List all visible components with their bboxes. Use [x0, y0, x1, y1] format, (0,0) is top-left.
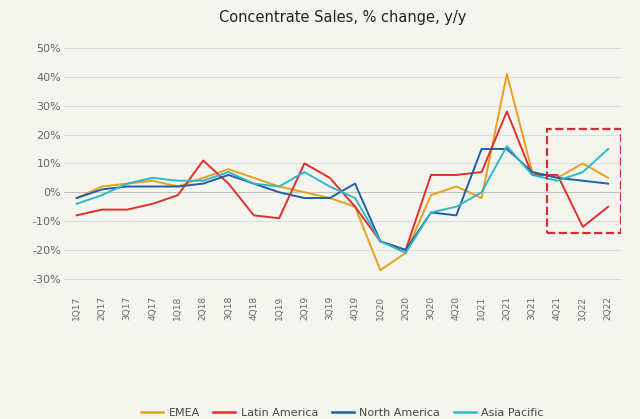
- Asia Pacific: [402, 251, 410, 256]
- North America: [98, 187, 106, 192]
- EMEA: [427, 193, 435, 198]
- Latin America: [301, 161, 308, 166]
- EMEA: [124, 181, 131, 186]
- North America: [503, 147, 511, 152]
- EMEA: [376, 268, 384, 273]
- Line: Latin America: Latin America: [77, 111, 608, 250]
- Latin America: [503, 109, 511, 114]
- Asia Pacific: [477, 190, 486, 195]
- Asia Pacific: [579, 170, 587, 175]
- EMEA: [503, 71, 511, 76]
- EMEA: [452, 184, 460, 189]
- Asia Pacific: [200, 178, 207, 183]
- North America: [529, 170, 536, 175]
- Asia Pacific: [452, 204, 460, 209]
- Bar: [547, 129, 621, 233]
- Asia Pacific: [326, 184, 333, 189]
- Line: Asia Pacific: Asia Pacific: [77, 146, 608, 253]
- EMEA: [200, 175, 207, 180]
- EMEA: [477, 196, 486, 201]
- EMEA: [148, 178, 156, 183]
- Latin America: [554, 173, 561, 178]
- Latin America: [225, 181, 232, 186]
- North America: [604, 181, 612, 186]
- EMEA: [225, 167, 232, 172]
- Latin America: [73, 213, 81, 218]
- Asia Pacific: [148, 175, 156, 180]
- North America: [477, 147, 486, 152]
- EMEA: [604, 175, 612, 180]
- EMEA: [529, 170, 536, 175]
- Asia Pacific: [225, 170, 232, 175]
- North America: [301, 196, 308, 201]
- EMEA: [250, 175, 258, 180]
- Asia Pacific: [604, 147, 612, 152]
- Line: North America: North America: [77, 149, 608, 250]
- North America: [554, 175, 561, 180]
- North America: [250, 181, 258, 186]
- North America: [452, 213, 460, 218]
- Asia Pacific: [351, 196, 359, 201]
- North America: [225, 173, 232, 178]
- EMEA: [402, 251, 410, 256]
- North America: [148, 184, 156, 189]
- Legend: EMEA, Latin America, North America, Asia Pacific: EMEA, Latin America, North America, Asia…: [136, 404, 548, 419]
- Line: EMEA: EMEA: [77, 74, 608, 270]
- Latin America: [579, 225, 587, 230]
- Latin America: [200, 158, 207, 163]
- Asia Pacific: [301, 170, 308, 175]
- Latin America: [148, 201, 156, 206]
- EMEA: [351, 204, 359, 209]
- EMEA: [275, 184, 283, 189]
- EMEA: [301, 190, 308, 195]
- North America: [200, 181, 207, 186]
- North America: [326, 196, 333, 201]
- Latin America: [529, 173, 536, 178]
- North America: [402, 248, 410, 253]
- EMEA: [579, 161, 587, 166]
- Latin America: [275, 216, 283, 221]
- North America: [124, 184, 131, 189]
- EMEA: [326, 196, 333, 201]
- Asia Pacific: [98, 193, 106, 198]
- Asia Pacific: [529, 173, 536, 178]
- EMEA: [554, 175, 561, 180]
- Latin America: [452, 173, 460, 178]
- Asia Pacific: [554, 178, 561, 183]
- Asia Pacific: [275, 184, 283, 189]
- Latin America: [351, 204, 359, 209]
- Asia Pacific: [73, 201, 81, 206]
- Asia Pacific: [376, 239, 384, 244]
- EMEA: [98, 184, 106, 189]
- Latin America: [326, 175, 333, 180]
- EMEA: [174, 184, 182, 189]
- Latin America: [477, 170, 486, 175]
- EMEA: [73, 196, 81, 201]
- Latin America: [427, 173, 435, 178]
- Asia Pacific: [174, 178, 182, 183]
- Latin America: [402, 248, 410, 253]
- Latin America: [250, 213, 258, 218]
- Asia Pacific: [427, 210, 435, 215]
- Title: Concentrate Sales, % change, y/y: Concentrate Sales, % change, y/y: [219, 10, 466, 26]
- North America: [579, 178, 587, 183]
- Latin America: [124, 207, 131, 212]
- Latin America: [98, 207, 106, 212]
- Latin America: [604, 204, 612, 209]
- North America: [275, 190, 283, 195]
- North America: [174, 184, 182, 189]
- North America: [351, 181, 359, 186]
- North America: [73, 196, 81, 201]
- Asia Pacific: [503, 144, 511, 149]
- North America: [427, 210, 435, 215]
- Asia Pacific: [250, 181, 258, 186]
- Latin America: [174, 193, 182, 198]
- Latin America: [376, 239, 384, 244]
- North America: [376, 239, 384, 244]
- Asia Pacific: [124, 181, 131, 186]
